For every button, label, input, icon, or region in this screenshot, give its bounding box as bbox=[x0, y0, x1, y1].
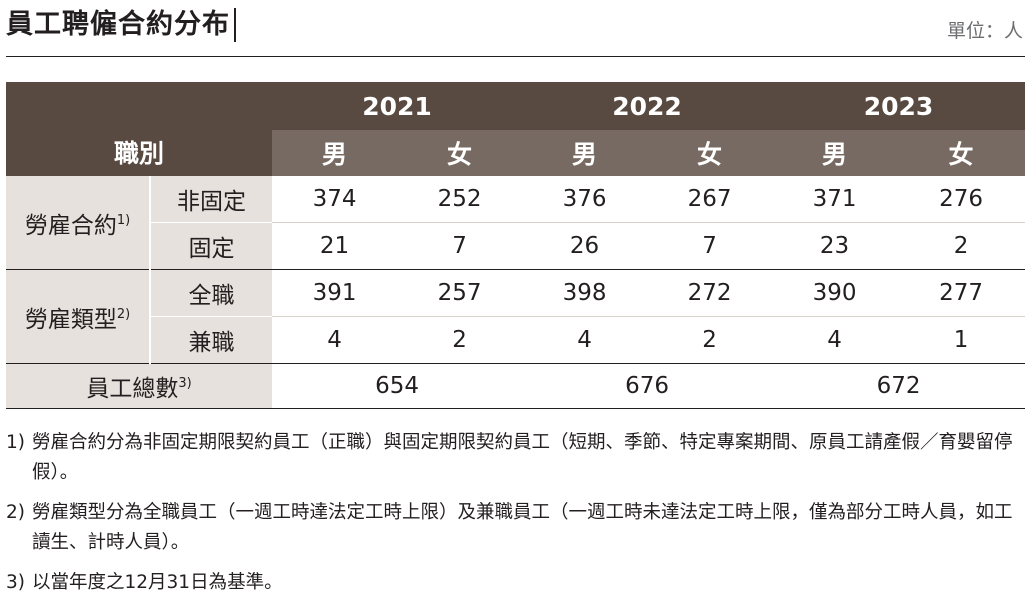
table-cell: 4 bbox=[772, 316, 898, 364]
footnote-number: 2) bbox=[6, 502, 25, 523]
employment-contract-table: 職別 2021 2022 2023 男 女 男 女 男 女 勞雇合約1) 非固定… bbox=[6, 82, 1026, 409]
table-cell: 1 bbox=[897, 316, 1026, 364]
year-header-2022: 2022 bbox=[522, 82, 773, 130]
row-label: 全職 bbox=[150, 269, 273, 317]
gender-header: 男 bbox=[772, 130, 898, 176]
category-label: 勞雇合約 bbox=[24, 212, 117, 239]
table-cell: 257 bbox=[397, 269, 523, 317]
table-cell: 7 bbox=[647, 222, 773, 270]
note-ref: 1) bbox=[116, 212, 131, 228]
table-cell: 276 bbox=[897, 176, 1026, 223]
table-cell: 4 bbox=[522, 316, 648, 364]
gender-header: 女 bbox=[397, 130, 523, 176]
footnote-item: 2) 勞雇類型分為全職員工（一週工時達法定工時上限）及兼職員工（一週工時未達法定… bbox=[6, 498, 1026, 558]
footnote-number: 3) bbox=[6, 572, 25, 593]
category-label: 勞雇類型 bbox=[24, 306, 117, 333]
table-cell: 267 bbox=[647, 176, 773, 223]
table-cell: 398 bbox=[522, 269, 648, 317]
table-cell: 2 bbox=[647, 316, 773, 364]
table-cell: 26 bbox=[522, 222, 648, 270]
gender-header: 女 bbox=[647, 130, 773, 176]
table-cell: 4 bbox=[272, 316, 398, 364]
footnote-text: 勞雇合約分為非固定期限契約員工（正職）與固定期限契約員工（短期、季節、特定專案期… bbox=[32, 432, 1013, 483]
footnote-text: 勞雇類型分為全職員工（一週工時達法定工時上限）及兼職員工（一週工時未達法定工時上… bbox=[32, 502, 1013, 553]
footnote-item: 3) 以當年度之12月31日為基準。 bbox=[6, 568, 1026, 598]
category-employment-type: 勞雇類型2) bbox=[6, 269, 151, 364]
row-label: 固定 bbox=[150, 222, 273, 270]
total-label-cell: 員工總數3) bbox=[6, 363, 273, 409]
note-ref: 2) bbox=[116, 306, 131, 322]
table-cell: 376 bbox=[522, 176, 648, 223]
table-cell: 252 bbox=[397, 176, 523, 223]
total-value-2021: 654 bbox=[272, 363, 523, 409]
total-row: 員工總數3) 654 676 672 bbox=[6, 363, 1026, 409]
footnotes: 1) 勞雇合約分為非固定期限契約員工（正職）與固定期限契約員工（短期、季節、特定… bbox=[6, 428, 1026, 608]
table-row: 兼職 4 2 4 2 4 1 bbox=[6, 316, 1026, 364]
table-row: 勞雇類型2) 全職 391 257 398 272 390 277 bbox=[6, 269, 1026, 364]
category-contract: 勞雇合約1) bbox=[6, 176, 151, 270]
total-value-2022: 676 bbox=[522, 363, 773, 409]
unit-label: 單位：人 bbox=[946, 20, 1023, 42]
header-corner: 職別 bbox=[6, 82, 273, 176]
table-row: 固定 21 7 26 7 23 2 bbox=[6, 222, 1026, 270]
year-header-2023: 2023 bbox=[772, 82, 1026, 130]
table-cell: 391 bbox=[272, 269, 398, 317]
gender-header: 男 bbox=[272, 130, 398, 176]
table-row: 勞雇合約1) 非固定 374 252 376 267 371 276 bbox=[6, 176, 1026, 270]
table-cell: 371 bbox=[772, 176, 898, 223]
footnote-item: 1) 勞雇合約分為非固定期限契約員工（正職）與固定期限契約員工（短期、季節、特定… bbox=[6, 428, 1026, 488]
table-cell: 390 bbox=[772, 269, 898, 317]
table-cell: 2 bbox=[897, 222, 1026, 270]
table-cell: 277 bbox=[897, 269, 1026, 317]
gender-header: 女 bbox=[897, 130, 1026, 176]
total-value-2023: 672 bbox=[772, 363, 1026, 409]
note-ref: 3) bbox=[178, 376, 192, 391]
page-title: 員工聘僱合約分布 bbox=[6, 8, 236, 42]
table-cell: 2 bbox=[397, 316, 523, 364]
total-label: 員工總數 bbox=[86, 376, 179, 402]
gender-header: 男 bbox=[522, 130, 648, 176]
footnote-number: 1) bbox=[6, 432, 25, 453]
table-cell: 23 bbox=[772, 222, 898, 270]
footnote-text: 以當年度之12月31日為基準。 bbox=[32, 572, 283, 593]
table-cell: 21 bbox=[272, 222, 398, 270]
title-divider bbox=[6, 56, 1025, 57]
year-header-2021: 2021 bbox=[272, 82, 523, 130]
table-cell: 7 bbox=[397, 222, 523, 270]
table-cell: 272 bbox=[647, 269, 773, 317]
corner-label: 職別 bbox=[114, 139, 165, 168]
table-cell: 374 bbox=[272, 176, 398, 223]
row-label: 兼職 bbox=[150, 316, 273, 364]
row-label: 非固定 bbox=[150, 176, 273, 223]
